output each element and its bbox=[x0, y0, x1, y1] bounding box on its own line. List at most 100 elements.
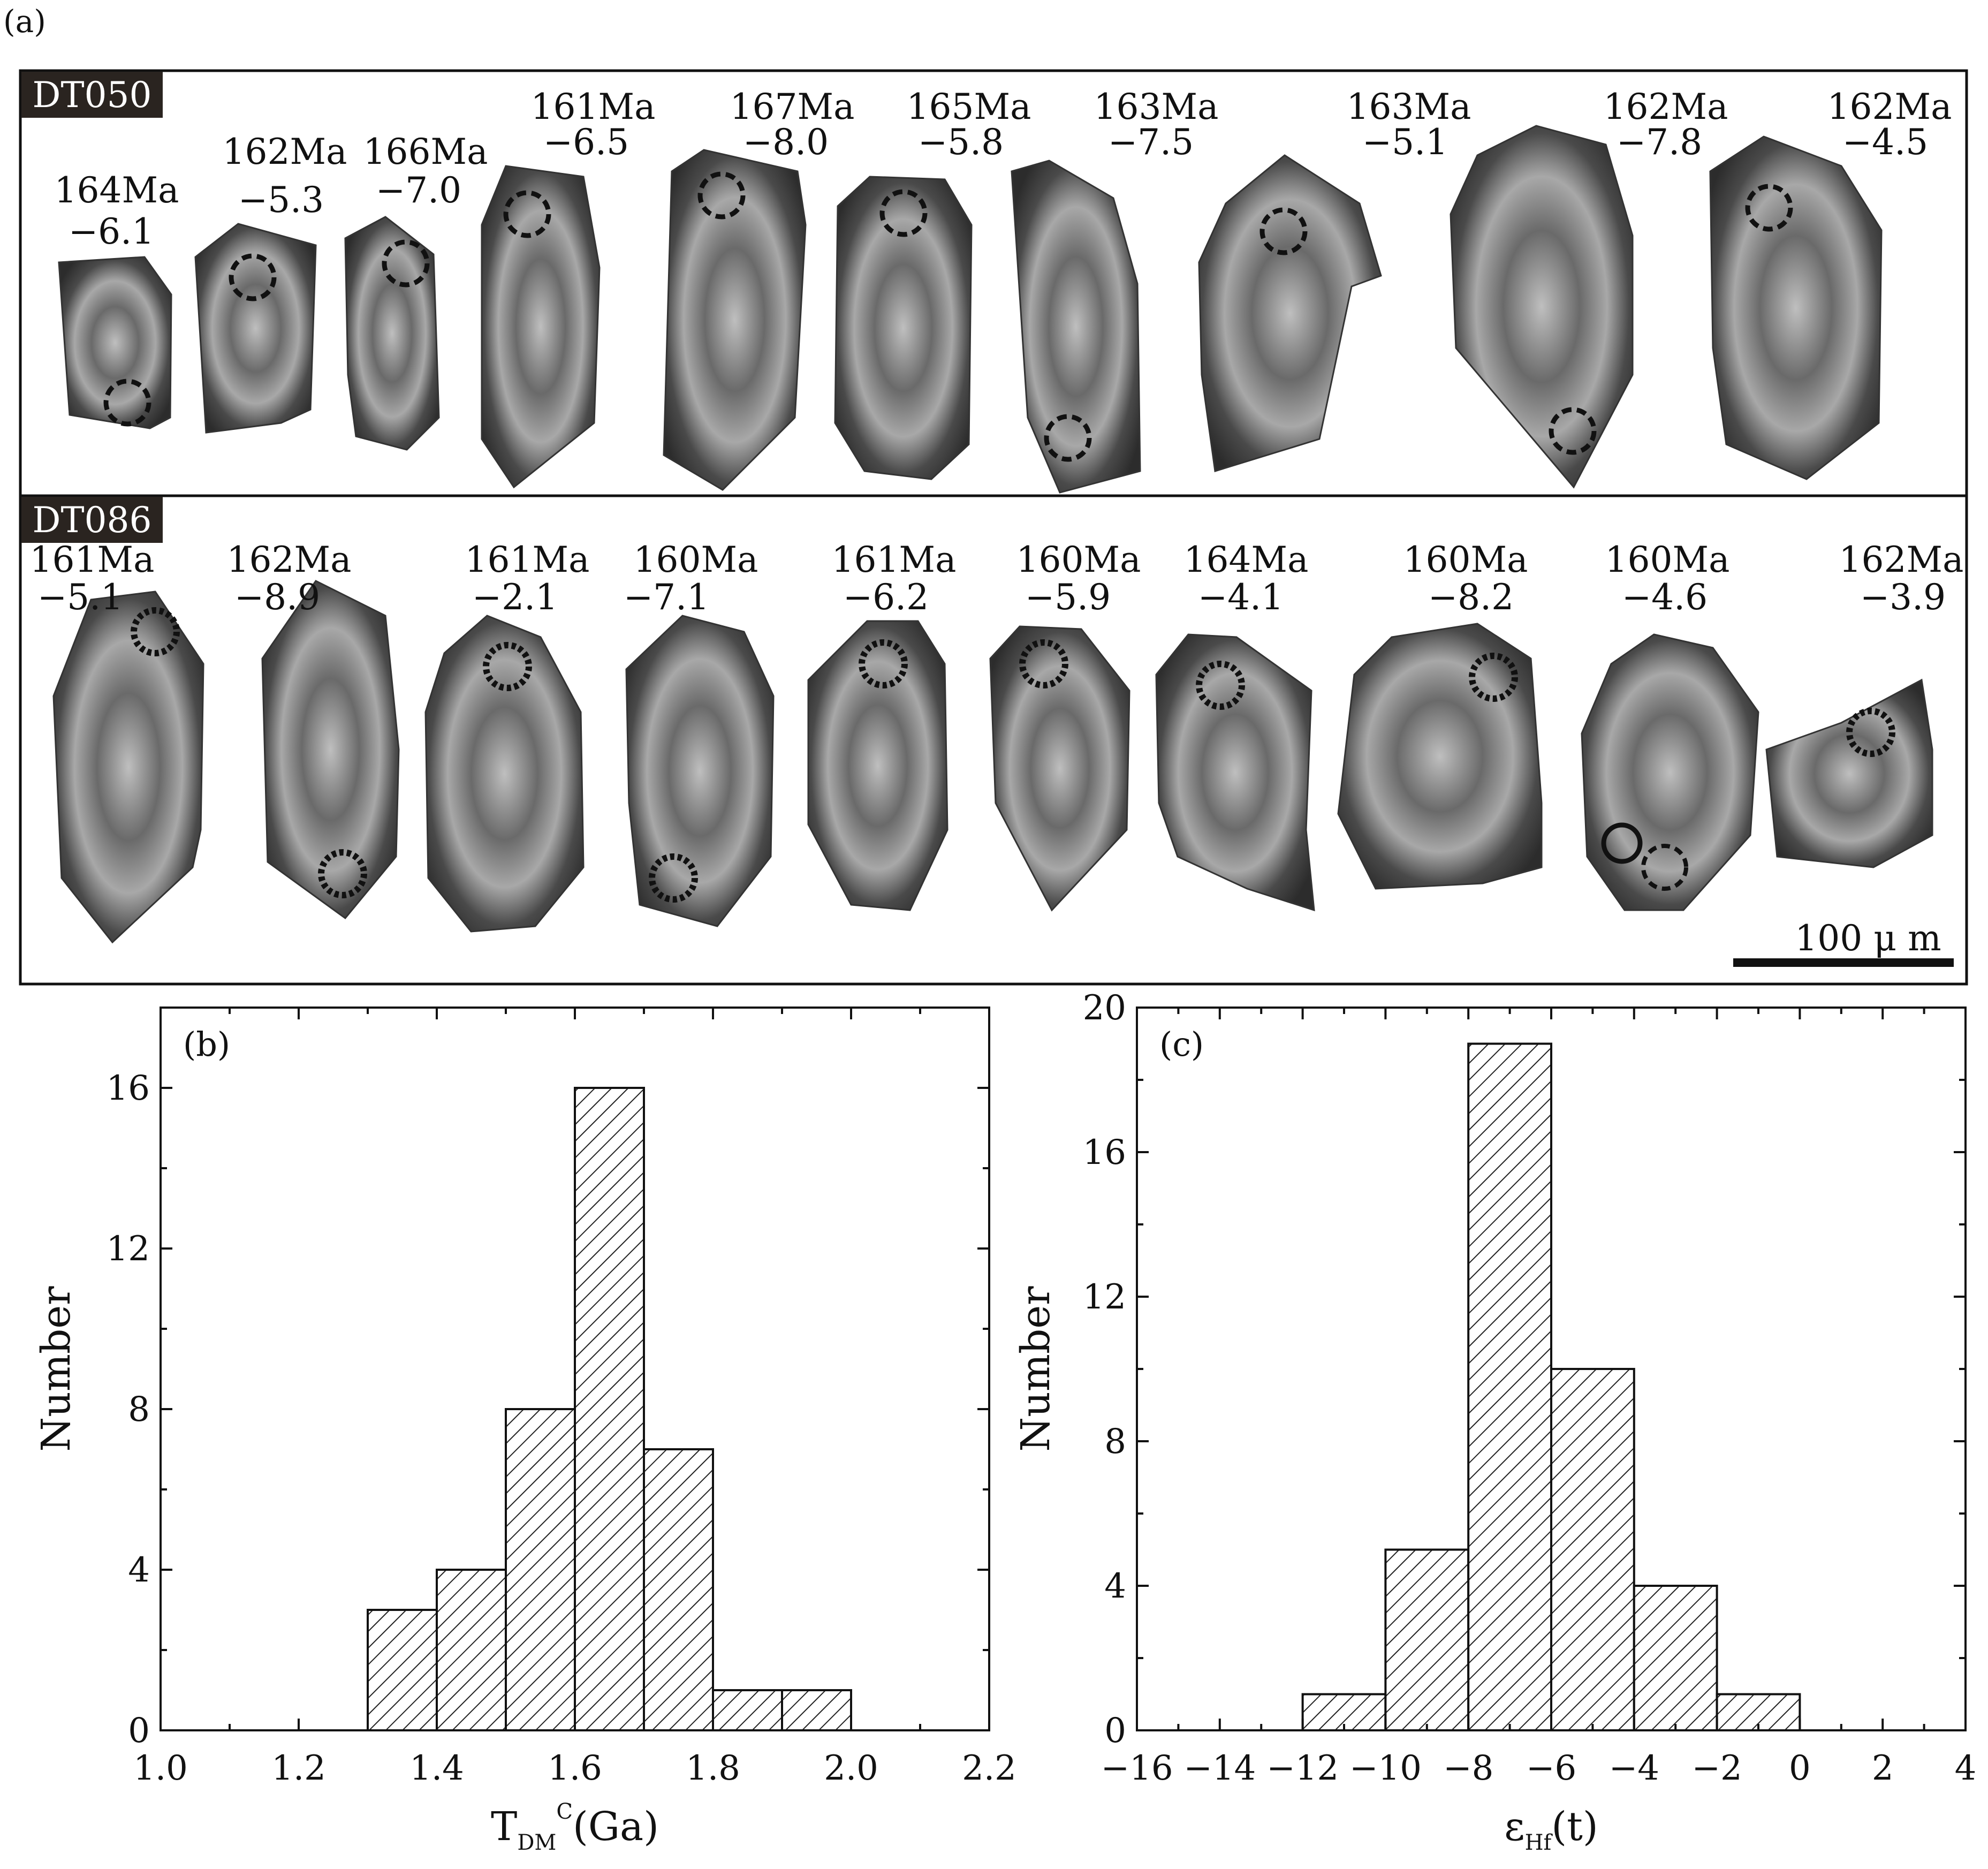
x-axis-label-main: T bbox=[491, 1804, 517, 1850]
y-tick-label: 20 bbox=[1083, 988, 1126, 1028]
histogram-bar bbox=[436, 1569, 507, 1731]
y-tick-label: 0 bbox=[1104, 1711, 1126, 1751]
grain-age-label: 162Ma bbox=[1604, 86, 1728, 127]
histogram-bar bbox=[1467, 1042, 1552, 1731]
grain-ehf-label: −5.1 bbox=[37, 577, 123, 618]
x-axis-label: εHf(t) bbox=[1504, 1804, 1598, 1855]
x-tick-label: 1.2 bbox=[271, 1749, 326, 1788]
zircon-grain bbox=[261, 580, 400, 920]
x-tick-label: −10 bbox=[1349, 1749, 1422, 1788]
x-tick-label: −12 bbox=[1266, 1749, 1339, 1788]
y-tick-label: 12 bbox=[1083, 1277, 1126, 1317]
histogram-bar bbox=[712, 1689, 783, 1731]
y-axis-label: Number bbox=[33, 1286, 79, 1452]
x-tick-label: 1.0 bbox=[133, 1749, 188, 1788]
grain-ehf-label: −4.5 bbox=[1842, 122, 1928, 163]
x-tick-label: 2.2 bbox=[962, 1749, 1016, 1788]
x-tick-label: −8 bbox=[1443, 1749, 1493, 1788]
x-tick-label: −6 bbox=[1526, 1749, 1576, 1788]
x-tick-label: 2 bbox=[1872, 1749, 1894, 1788]
y-tick-label: 16 bbox=[1083, 1133, 1126, 1172]
x-axis-label-main: ε bbox=[1504, 1804, 1524, 1850]
grain-age-label: 161Ma bbox=[531, 86, 656, 127]
grain-ehf-label: −5.1 bbox=[1362, 122, 1448, 163]
x-tick-label: 2.0 bbox=[824, 1749, 878, 1788]
zircon-grain bbox=[663, 149, 807, 491]
grain-age-label: 162Ma bbox=[223, 131, 347, 172]
sample-label-dt086: DT086 bbox=[33, 500, 152, 541]
x-axis-label-sub: Hf bbox=[1525, 1830, 1553, 1855]
y-tick-label: 4 bbox=[128, 1550, 150, 1590]
zircon-grain bbox=[807, 620, 949, 911]
grain-ehf-label: −7.0 bbox=[376, 170, 461, 211]
histogram-bar bbox=[1384, 1548, 1470, 1731]
x-tick-label: −2 bbox=[1691, 1749, 1742, 1788]
grain-age-label: 160Ma bbox=[1403, 539, 1528, 580]
zircon-grain bbox=[1198, 154, 1382, 472]
zircon-grain bbox=[1011, 160, 1141, 494]
x-axis-label: TDMC(Ga) bbox=[491, 1799, 659, 1855]
grain-ehf-label: −4.1 bbox=[1198, 577, 1284, 618]
zircon-grain bbox=[1155, 633, 1315, 912]
histogram-bar bbox=[781, 1689, 852, 1731]
histogram-bar bbox=[1633, 1585, 1718, 1731]
x-tick-label: 0 bbox=[1789, 1749, 1811, 1788]
grain-ehf-label: −8.2 bbox=[1428, 577, 1514, 618]
grain-age-label: 161Ma bbox=[832, 539, 957, 580]
y-tick-label: 12 bbox=[107, 1229, 150, 1269]
grain-ehf-label: −5.3 bbox=[238, 179, 324, 221]
zircon-grain bbox=[1765, 678, 1933, 868]
grain-age-label: 163Ma bbox=[1094, 86, 1219, 127]
grain-age-label: 160Ma bbox=[1605, 539, 1730, 580]
y-tick-label: 16 bbox=[107, 1069, 150, 1108]
x-tick-label: 4 bbox=[1955, 1749, 1977, 1788]
histogram-bar bbox=[505, 1408, 576, 1731]
histogram-tdm: 1.0 1.2 1.4 1.6 1.8 2.0 2.2 0 4 8 12 16 (b) Number TDM… bbox=[33, 1007, 1016, 1855]
grain-age-label: 166Ma bbox=[363, 131, 488, 172]
x-tick-label: 1.4 bbox=[409, 1749, 464, 1788]
grain-age-label: 161Ma bbox=[465, 539, 590, 580]
zircon-grain bbox=[58, 256, 172, 429]
zircon-grain bbox=[1581, 633, 1759, 911]
grain-ehf-label: −4.6 bbox=[1622, 577, 1708, 618]
y-tick-label: 0 bbox=[128, 1711, 150, 1751]
grain-age-label: 162Ma bbox=[227, 539, 352, 580]
grain-age-label: 161Ma bbox=[30, 539, 155, 580]
sample-tag-dt050 bbox=[21, 72, 163, 118]
grain-age-label: 163Ma bbox=[1347, 86, 1471, 127]
x-axis-label-tail: (t) bbox=[1551, 1804, 1598, 1850]
zircon-grain bbox=[194, 223, 317, 434]
zircon-grain bbox=[1450, 125, 1634, 489]
grain-age-label: 164Ma bbox=[1184, 539, 1309, 580]
zircon-grain bbox=[424, 615, 585, 933]
grain-ehf-label: −6.2 bbox=[843, 577, 929, 618]
histogram-bar bbox=[367, 1609, 438, 1731]
grain-ehf-label: −8.9 bbox=[234, 577, 320, 618]
panel-a-zircon-images: DT050 DT086 164Ma −6.1 162Ma −5.3 166M bbox=[19, 69, 1968, 986]
zircon-grain bbox=[52, 591, 204, 944]
grain-age-label: 162Ma bbox=[1839, 539, 1964, 580]
grain-ehf-label: −2.1 bbox=[472, 577, 558, 618]
x-axis-label-sup: C bbox=[556, 1799, 573, 1824]
y-tick-label: 8 bbox=[1104, 1422, 1126, 1462]
zircon-grain bbox=[481, 165, 601, 489]
sample-tag-dt086 bbox=[21, 497, 163, 543]
panel-a-frame bbox=[19, 69, 1968, 986]
grain-ehf-label: −6.5 bbox=[543, 122, 629, 163]
scale-bar bbox=[1733, 958, 1954, 967]
scale-bar-label: 100 μ m bbox=[1795, 918, 1941, 959]
grain-ehf-label: −3.9 bbox=[1860, 577, 1946, 618]
histogram-bar bbox=[574, 1087, 645, 1731]
y-tick-label: 8 bbox=[128, 1390, 150, 1429]
zircon-grain bbox=[1709, 135, 1883, 480]
histogram-bar bbox=[1550, 1368, 1635, 1731]
grain-ehf-label: −7.5 bbox=[1108, 122, 1194, 163]
x-tick-label: −14 bbox=[1183, 1749, 1256, 1788]
panel-a-label: (a) bbox=[3, 3, 46, 40]
zircon-grain bbox=[1337, 623, 1543, 890]
panel-label: (c) bbox=[1159, 1025, 1204, 1064]
zircon-grain bbox=[834, 176, 973, 480]
zircon-grain bbox=[989, 625, 1130, 912]
panel-label: (b) bbox=[183, 1025, 230, 1064]
